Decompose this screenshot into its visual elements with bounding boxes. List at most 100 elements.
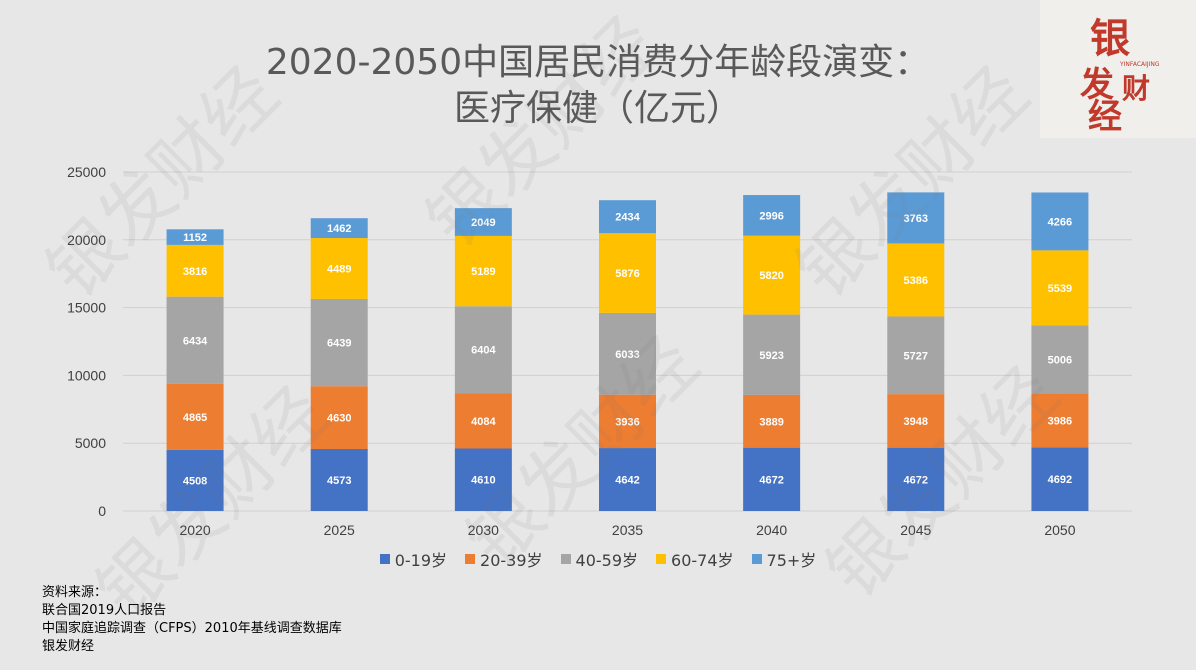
bar-segment — [454, 208, 512, 236]
stacked-bar-chart: 0 5000 10000 15000 20000 25000 4508 4865 6434 381… — [67, 164, 1132, 538]
y-tick-label: 20000 — [67, 232, 106, 248]
x-tick-label: 2035 — [612, 522, 643, 538]
bar-segment — [310, 448, 368, 511]
logo-char-3: 财 — [1122, 72, 1150, 105]
bar-segment — [599, 312, 656, 395]
data-label: 3936 — [615, 416, 639, 428]
bar-segment — [166, 229, 224, 245]
data-label: 4084 — [471, 416, 496, 428]
legend-label: 20-39岁 — [480, 551, 543, 570]
logo-char-2: 发 — [1080, 65, 1114, 105]
data-label: 3889 — [759, 416, 783, 428]
legend-label: 40-59岁 — [575, 551, 639, 570]
logo-char-4: 经 — [1088, 97, 1122, 137]
data-label: 4610 — [471, 475, 495, 487]
data-label: 4672 — [904, 474, 928, 486]
data-label: 4266 — [1048, 216, 1072, 228]
legend-swatch — [560, 554, 571, 564]
chart-title: 2020-2050中国居民消费分年龄段演变： 医疗保健（亿元） — [0, 40, 1196, 132]
data-label: 1152 — [183, 232, 207, 244]
data-label: 4642 — [615, 475, 639, 487]
data-label: 6404 — [471, 345, 496, 357]
source-line-1: 联合国2019人口报告 — [42, 603, 167, 618]
bar-segment — [743, 235, 801, 315]
legend-swatch — [379, 554, 390, 564]
brand-logo-graphic: 银 YINFACAIJING 发 财 经 — [1080, 15, 1160, 137]
data-label: 5006 — [1048, 354, 1072, 366]
bar-segment — [310, 298, 368, 387]
legend-item: 60-74岁 — [656, 547, 734, 571]
data-label: 6033 — [615, 349, 639, 361]
data-label: 3763 — [904, 213, 928, 225]
source-heading: 资料来源： — [42, 585, 108, 600]
data-label: 6434 — [183, 335, 208, 347]
data-label: 5727 — [904, 350, 928, 362]
data-label: 4630 — [327, 413, 351, 425]
bar-segment — [743, 447, 801, 511]
chart-legend: 0-19岁 20-39岁 40-59岁 60-74岁 75+岁 — [0, 547, 1196, 571]
data-label: 5539 — [1048, 283, 1072, 295]
x-tick-label: 2045 — [900, 522, 931, 538]
x-tick-label: 2050 — [1044, 522, 1075, 538]
data-label: 6439 — [327, 338, 351, 350]
source-note: 资料来源： 联合国2019人口报告 中国家庭追踪调查（CFPS）2010年基线调… — [42, 584, 342, 656]
legend-label: 0-19岁 — [394, 551, 448, 570]
data-label: 5386 — [904, 275, 928, 287]
bar-segment — [166, 449, 224, 511]
bar-segment — [454, 306, 512, 394]
data-label: 5189 — [471, 266, 495, 278]
legend-swatch — [465, 554, 476, 564]
data-label: 4865 — [183, 412, 207, 424]
data-label: 4489 — [327, 263, 351, 275]
data-label: 2434 — [615, 212, 640, 224]
bar-segment — [1031, 192, 1089, 251]
bar-segment — [454, 448, 512, 511]
y-tick-label: 15000 — [67, 300, 106, 316]
data-label: 5876 — [615, 268, 639, 280]
y-tick-label: 5000 — [75, 435, 106, 451]
bar-segment — [887, 394, 945, 448]
legend-swatch — [751, 554, 762, 564]
legend-item: 40-59岁 — [560, 547, 639, 571]
source-line-2: 中国家庭追踪调查（CFPS）2010年基线调查数据库 — [42, 621, 342, 636]
bar-segment — [1031, 250, 1089, 326]
bar-segment — [599, 200, 656, 234]
brand-logo: 银 YINFACAIJING 发 财 经 — [1040, 0, 1196, 138]
bar-segment — [887, 243, 945, 317]
bar-segment — [887, 316, 945, 395]
legend-swatch — [656, 554, 667, 564]
y-tick-label: 10000 — [67, 367, 106, 383]
bar-segment — [310, 386, 368, 449]
bar-segment — [1031, 325, 1089, 394]
bar-segment — [887, 447, 945, 511]
bar-segment — [1031, 393, 1089, 448]
legend-item: 0-19岁 — [379, 547, 448, 571]
data-label: 4672 — [759, 474, 783, 486]
bar-segment — [310, 238, 368, 299]
data-label: 2049 — [471, 217, 495, 229]
bar-segment — [454, 235, 512, 307]
legend-item: 20-39岁 — [465, 547, 543, 571]
x-tick-label: 2040 — [756, 522, 787, 538]
bar-segment — [166, 296, 224, 384]
logo-char-1: 银 — [1090, 15, 1130, 62]
data-label: 2996 — [759, 210, 783, 222]
bar-segment — [310, 218, 368, 239]
data-label: 4692 — [1048, 474, 1072, 486]
data-label: 5923 — [759, 350, 783, 362]
legend-label: 75+岁 — [766, 551, 817, 570]
data-label: 5820 — [759, 270, 783, 282]
chart-title-line-2: 医疗保健（亿元） — [453, 88, 742, 129]
bar-segment — [599, 233, 656, 313]
bar-segment — [166, 383, 224, 450]
y-tick-label: 0 — [98, 503, 106, 519]
logo-subtext: YINFACAIJING — [1119, 61, 1160, 68]
y-tick-label: 25000 — [67, 164, 106, 180]
bar-segment — [743, 314, 801, 395]
bar-segment — [743, 195, 801, 236]
chart-title-line-1: 2020-2050中国居民消费分年龄段演变： — [265, 42, 931, 83]
x-tick-label: 2030 — [468, 522, 499, 538]
bar-segment — [599, 448, 656, 511]
bar-segment — [887, 192, 945, 244]
bar-segment — [166, 244, 224, 297]
